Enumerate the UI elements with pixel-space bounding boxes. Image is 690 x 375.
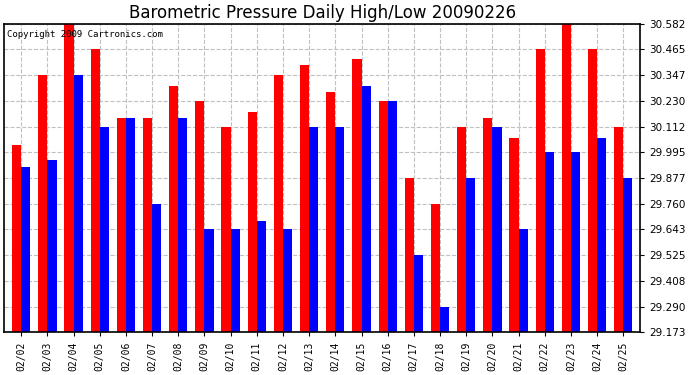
Bar (74, 75, 83, 332)
Text: Copyright 2009 Cartronics.com: Copyright 2009 Cartronics.com (8, 30, 164, 39)
Bar (571, 152, 580, 332)
Bar (230, 230, 239, 332)
Bar (326, 92, 335, 332)
Bar (64, 24, 74, 332)
Bar (178, 118, 188, 332)
Bar (257, 221, 266, 332)
Bar (440, 307, 449, 332)
Bar (509, 138, 519, 332)
Bar (21, 166, 30, 332)
Bar (274, 75, 283, 332)
Bar (221, 127, 230, 332)
Bar (117, 118, 126, 332)
Bar (100, 127, 109, 332)
Bar (335, 127, 344, 332)
Bar (588, 50, 597, 332)
Bar (388, 101, 397, 332)
Bar (483, 118, 493, 332)
Bar (143, 118, 152, 332)
Bar (48, 160, 57, 332)
Bar (353, 59, 362, 332)
Bar (309, 127, 318, 332)
Bar (414, 255, 423, 332)
Bar (90, 50, 100, 332)
Bar (38, 75, 48, 332)
Bar (152, 204, 161, 332)
Bar (457, 127, 466, 332)
Bar (126, 118, 135, 332)
Bar (283, 230, 292, 332)
Title: Barometric Pressure Daily High/Low 20090226: Barometric Pressure Daily High/Low 20090… (128, 4, 516, 22)
Bar (623, 178, 633, 332)
Bar (379, 101, 388, 332)
Bar (535, 50, 544, 332)
Bar (544, 152, 554, 332)
Bar (405, 178, 414, 332)
Bar (493, 127, 502, 332)
Bar (614, 127, 623, 332)
Bar (12, 145, 21, 332)
Bar (597, 138, 607, 332)
Bar (519, 230, 528, 332)
Bar (466, 178, 475, 332)
Bar (169, 86, 178, 332)
Bar (204, 230, 214, 332)
Bar (431, 204, 440, 332)
Bar (195, 101, 204, 332)
Bar (562, 24, 571, 332)
Bar (362, 86, 371, 332)
Bar (300, 65, 309, 332)
Bar (248, 112, 257, 332)
